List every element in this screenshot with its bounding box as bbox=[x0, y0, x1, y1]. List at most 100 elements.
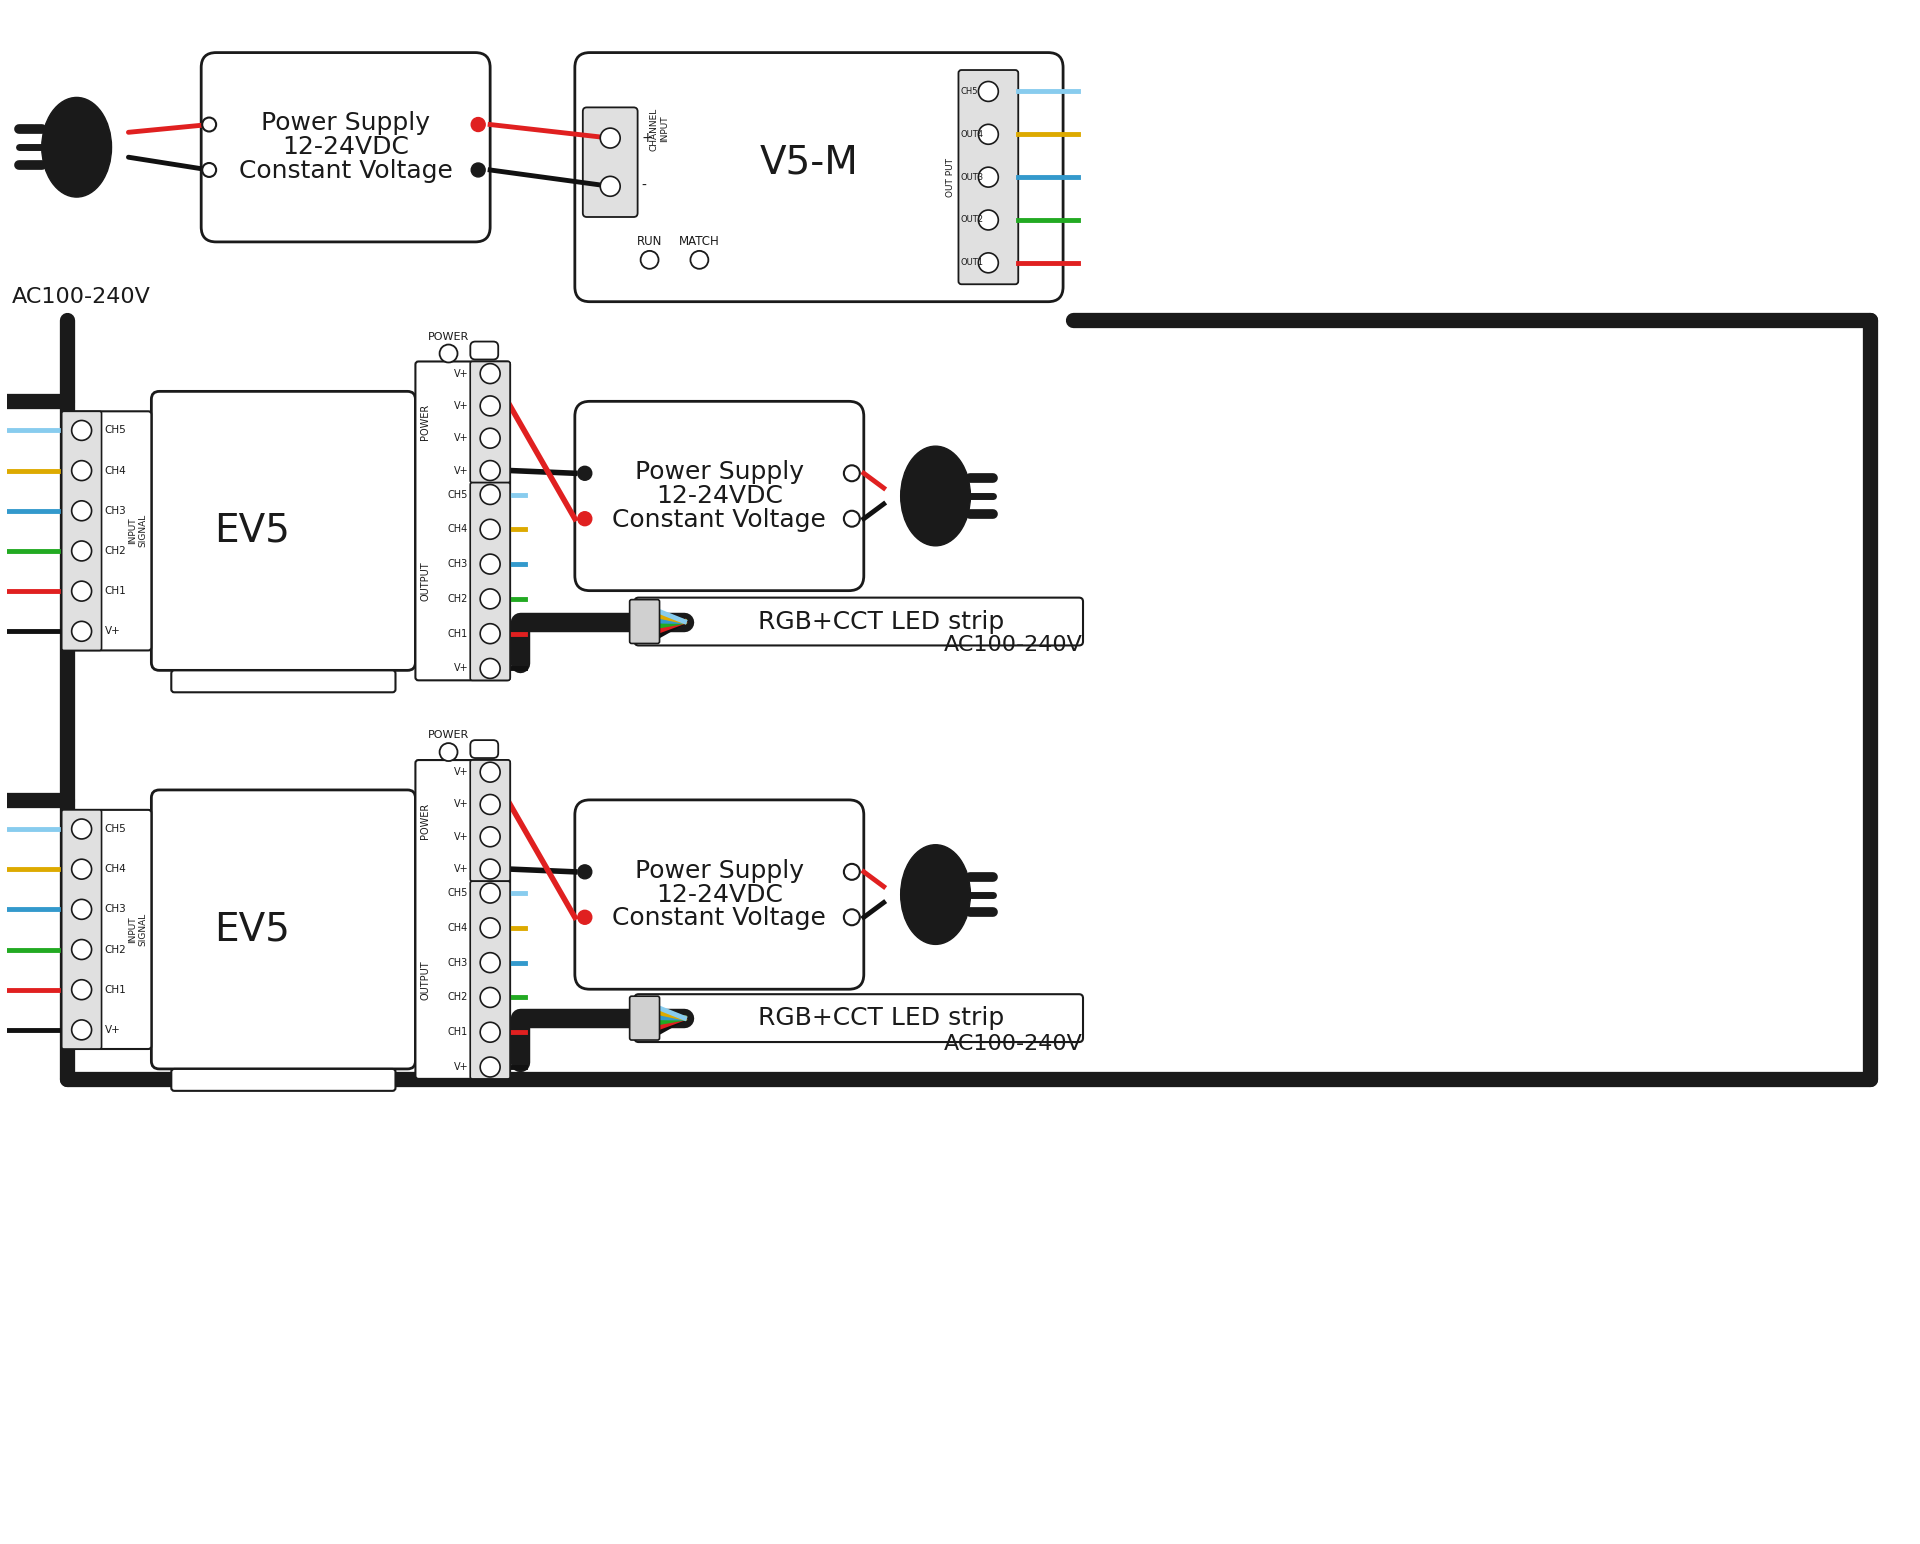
Circle shape bbox=[71, 900, 92, 919]
Text: CH2: CH2 bbox=[447, 594, 468, 604]
Text: RGB+CCT LED strip: RGB+CCT LED strip bbox=[758, 1007, 1004, 1030]
Circle shape bbox=[480, 795, 499, 814]
Text: 12-24VDC: 12-24VDC bbox=[657, 883, 783, 906]
Text: EV5: EV5 bbox=[213, 911, 290, 948]
FancyBboxPatch shape bbox=[415, 760, 511, 1079]
Text: RGB+CCT LED strip: RGB+CCT LED strip bbox=[758, 610, 1004, 633]
Ellipse shape bbox=[900, 446, 970, 547]
Text: MATCH: MATCH bbox=[680, 235, 720, 249]
Text: AC100-240V: AC100-240V bbox=[945, 636, 1083, 656]
Text: OUT4: OUT4 bbox=[960, 130, 983, 139]
FancyBboxPatch shape bbox=[630, 599, 660, 644]
Text: OUT3: OUT3 bbox=[960, 173, 983, 182]
Text: +: + bbox=[641, 131, 653, 145]
Circle shape bbox=[480, 428, 499, 448]
Circle shape bbox=[71, 940, 92, 959]
Circle shape bbox=[691, 250, 708, 269]
Text: V5-M: V5-M bbox=[760, 144, 858, 181]
Text: POWER: POWER bbox=[420, 803, 430, 838]
FancyBboxPatch shape bbox=[636, 994, 1083, 1042]
Text: AC100-240V: AC100-240V bbox=[12, 287, 152, 307]
FancyBboxPatch shape bbox=[630, 996, 660, 1041]
Circle shape bbox=[578, 511, 591, 525]
Circle shape bbox=[979, 253, 998, 273]
Text: V+: V+ bbox=[453, 1062, 468, 1072]
FancyBboxPatch shape bbox=[61, 811, 102, 1048]
FancyBboxPatch shape bbox=[470, 483, 511, 681]
Circle shape bbox=[470, 117, 486, 131]
Circle shape bbox=[480, 883, 499, 903]
Circle shape bbox=[71, 420, 92, 440]
Circle shape bbox=[202, 164, 217, 178]
Text: CH2: CH2 bbox=[447, 993, 468, 1002]
FancyBboxPatch shape bbox=[202, 52, 490, 242]
FancyBboxPatch shape bbox=[574, 52, 1064, 301]
Text: Constant Voltage: Constant Voltage bbox=[238, 159, 453, 184]
Circle shape bbox=[845, 465, 860, 482]
Circle shape bbox=[480, 988, 499, 1007]
Circle shape bbox=[480, 395, 499, 415]
Circle shape bbox=[71, 540, 92, 560]
Text: V+: V+ bbox=[104, 1025, 121, 1034]
FancyBboxPatch shape bbox=[171, 1068, 396, 1092]
Text: 12-24VDC: 12-24VDC bbox=[282, 136, 409, 159]
Text: Constant Voltage: Constant Voltage bbox=[612, 906, 826, 931]
Circle shape bbox=[480, 460, 499, 480]
Text: OUTPUT: OUTPUT bbox=[420, 960, 430, 1001]
Text: CH4: CH4 bbox=[104, 466, 127, 476]
Circle shape bbox=[480, 624, 499, 644]
FancyBboxPatch shape bbox=[470, 341, 497, 360]
Text: OUT1: OUT1 bbox=[960, 258, 983, 267]
Text: V+: V+ bbox=[453, 865, 468, 874]
Circle shape bbox=[71, 1021, 92, 1039]
FancyBboxPatch shape bbox=[171, 670, 396, 692]
Text: INPUT
SIGNAL: INPUT SIGNAL bbox=[129, 913, 148, 946]
Circle shape bbox=[979, 125, 998, 144]
Text: V+: V+ bbox=[453, 664, 468, 673]
Text: CH5: CH5 bbox=[960, 86, 977, 96]
Circle shape bbox=[480, 858, 499, 879]
Circle shape bbox=[480, 828, 499, 846]
Circle shape bbox=[601, 128, 620, 148]
FancyBboxPatch shape bbox=[636, 598, 1083, 645]
Text: POWER: POWER bbox=[420, 405, 430, 440]
Text: CH1: CH1 bbox=[447, 1027, 468, 1038]
Text: V+: V+ bbox=[453, 401, 468, 411]
Circle shape bbox=[845, 511, 860, 527]
Circle shape bbox=[480, 519, 499, 539]
Text: -: - bbox=[641, 179, 647, 193]
Circle shape bbox=[71, 500, 92, 520]
Circle shape bbox=[578, 911, 591, 925]
Circle shape bbox=[979, 210, 998, 230]
Text: CH4: CH4 bbox=[447, 923, 468, 933]
Circle shape bbox=[480, 364, 499, 383]
Text: CH3: CH3 bbox=[104, 905, 127, 914]
Circle shape bbox=[480, 554, 499, 574]
Circle shape bbox=[845, 909, 860, 925]
Text: EV5: EV5 bbox=[213, 513, 290, 550]
Circle shape bbox=[979, 167, 998, 187]
Text: CH5: CH5 bbox=[447, 888, 468, 899]
Circle shape bbox=[71, 460, 92, 480]
FancyBboxPatch shape bbox=[470, 740, 497, 758]
Text: POWER: POWER bbox=[428, 332, 468, 341]
FancyBboxPatch shape bbox=[470, 361, 511, 483]
Circle shape bbox=[480, 658, 499, 678]
Text: V+: V+ bbox=[453, 800, 468, 809]
Text: CH4: CH4 bbox=[447, 525, 468, 534]
Circle shape bbox=[440, 743, 457, 761]
FancyBboxPatch shape bbox=[61, 411, 152, 650]
Text: INPUT
SIGNAL: INPUT SIGNAL bbox=[129, 514, 148, 548]
Text: OUT PUT: OUT PUT bbox=[947, 157, 954, 196]
Text: Power Supply: Power Supply bbox=[261, 111, 430, 136]
Circle shape bbox=[578, 466, 591, 480]
Text: CH5: CH5 bbox=[104, 824, 127, 834]
Circle shape bbox=[845, 865, 860, 880]
FancyBboxPatch shape bbox=[574, 800, 864, 990]
Text: V+: V+ bbox=[453, 434, 468, 443]
Circle shape bbox=[480, 588, 499, 608]
Text: RUN: RUN bbox=[637, 235, 662, 249]
Text: CH5: CH5 bbox=[104, 426, 127, 435]
Text: V+: V+ bbox=[453, 832, 468, 841]
Circle shape bbox=[470, 164, 486, 178]
